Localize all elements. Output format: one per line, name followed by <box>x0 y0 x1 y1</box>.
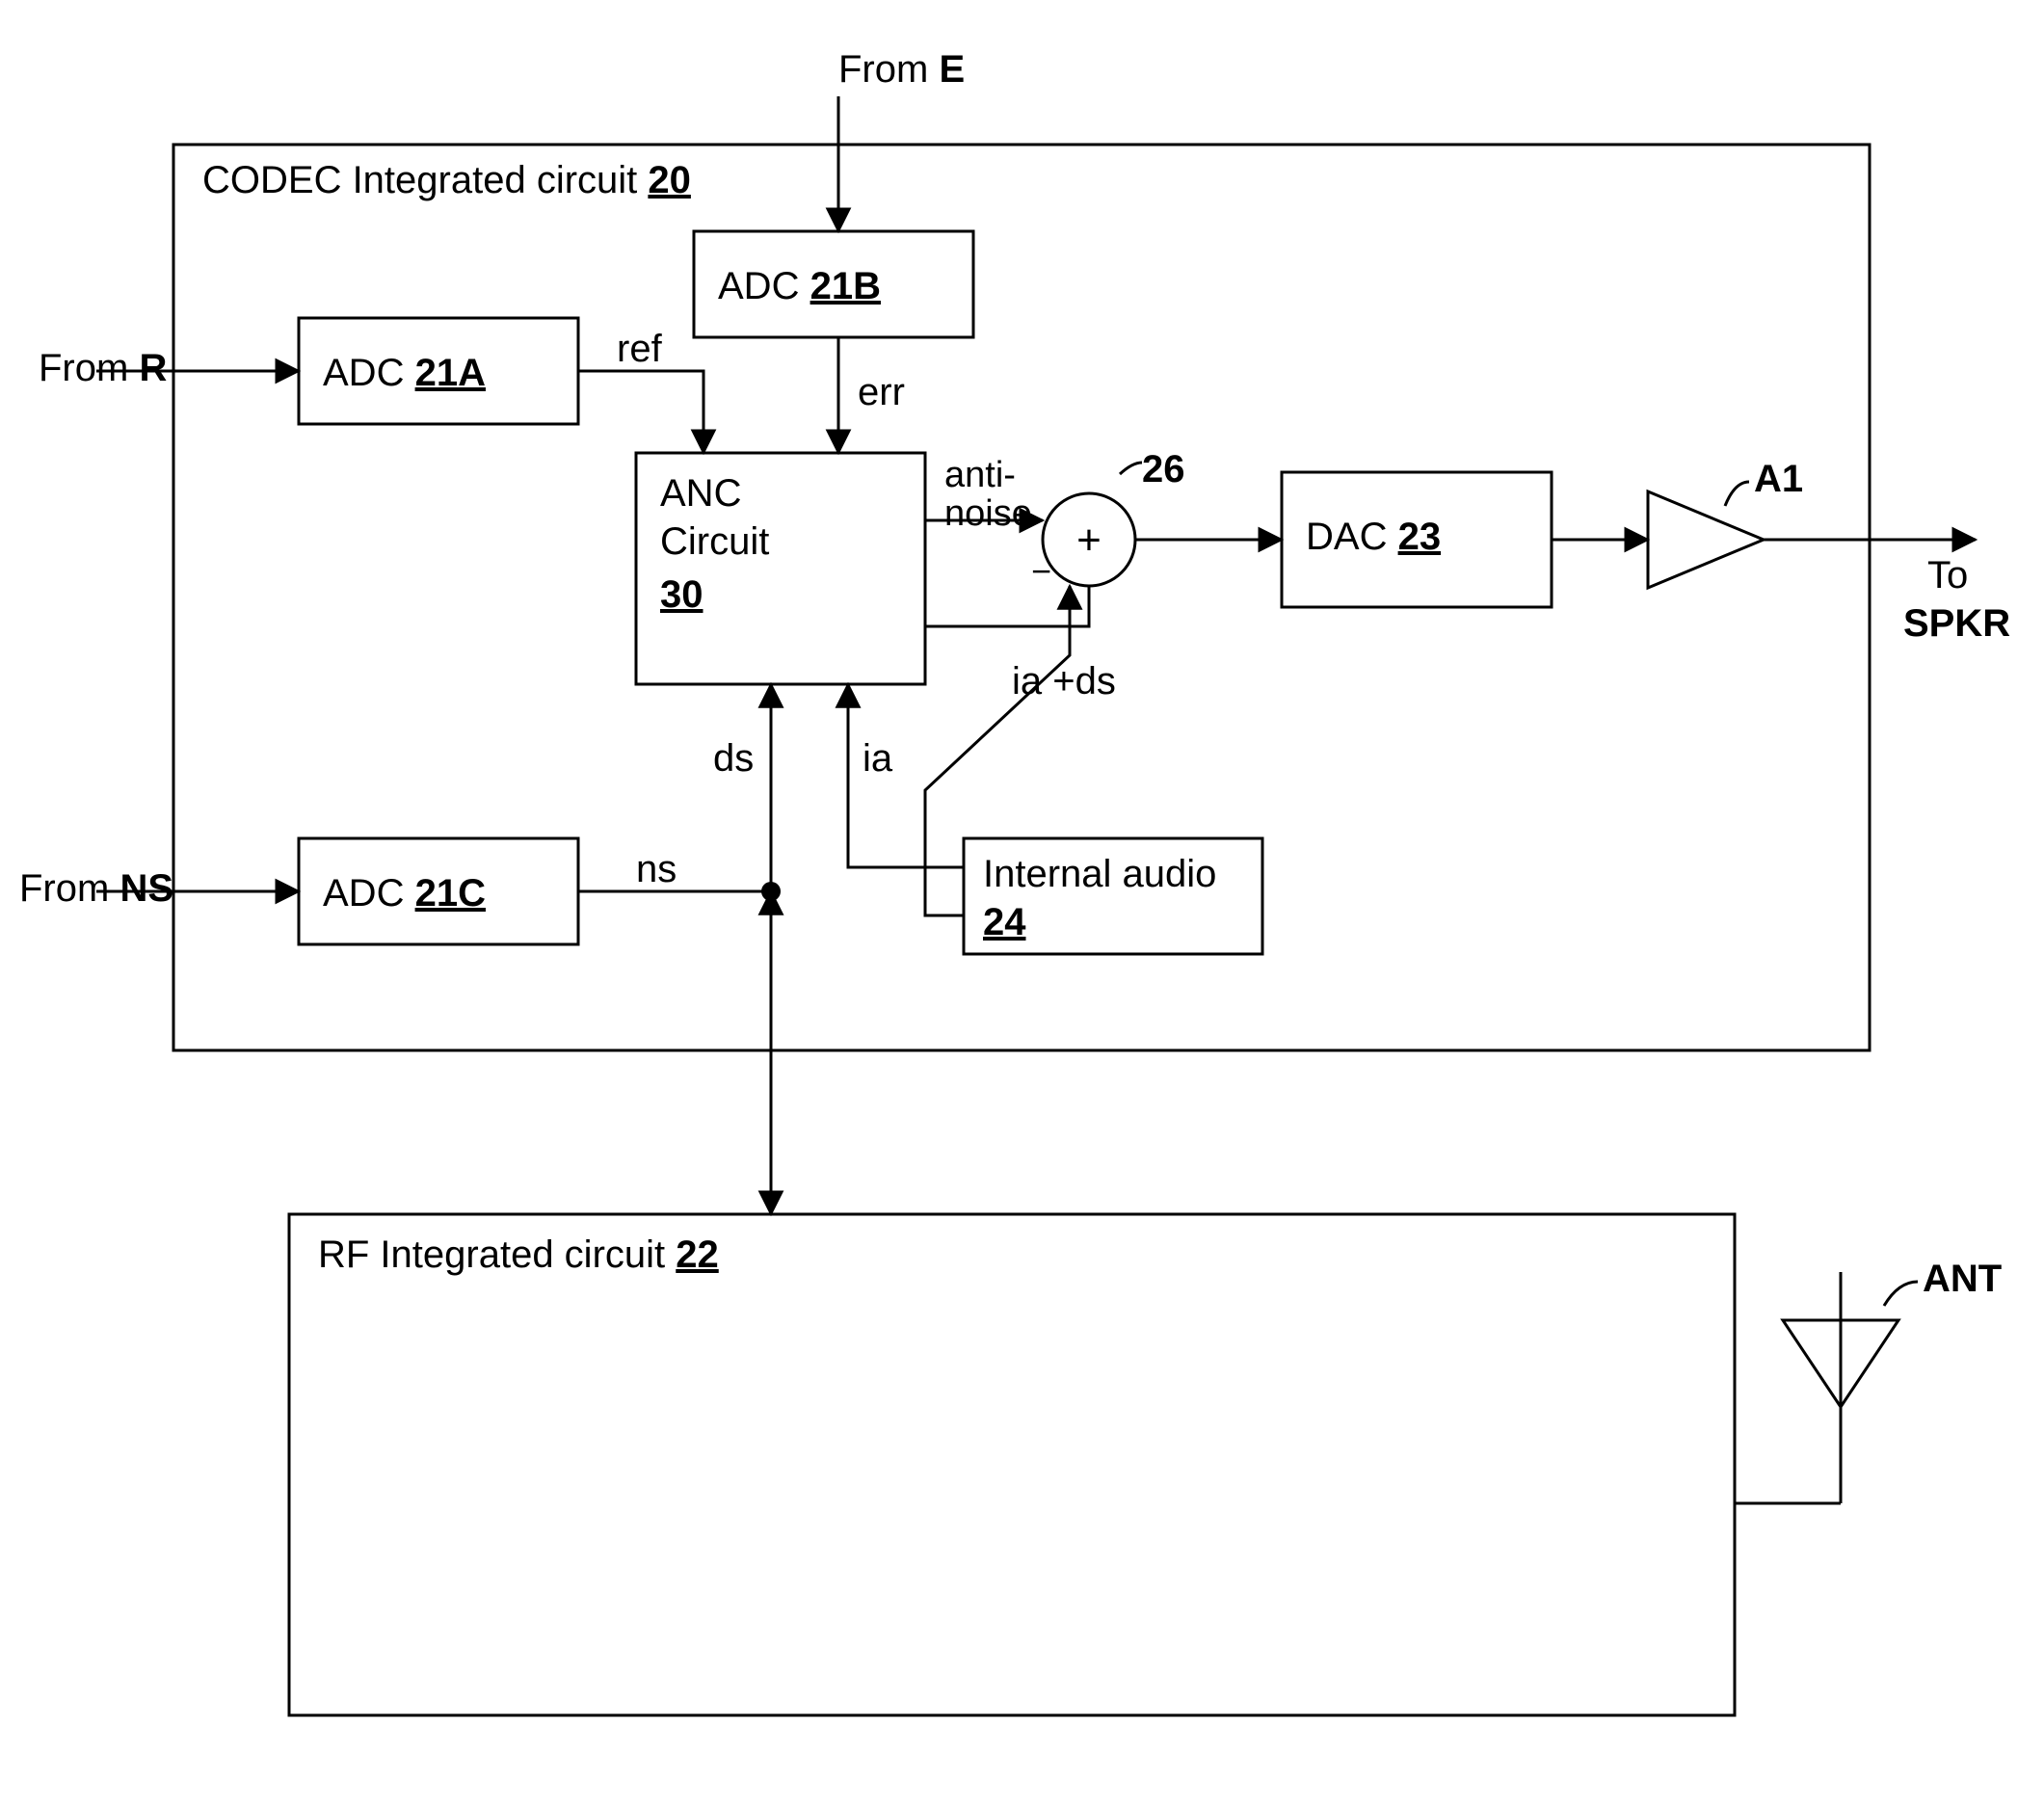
anti-noise-l2: noise <box>944 493 1032 534</box>
from-e-label: From E <box>838 48 965 91</box>
internal-audio-num: 24 <box>983 901 1026 943</box>
summer-ref-26: 26 <box>1142 448 1185 491</box>
ant-label: ANT <box>1923 1258 2002 1300</box>
internal-audio-label: Internal audio <box>983 853 1216 895</box>
rf-title: RF Integrated circuit 22 <box>318 1233 719 1276</box>
ia-ds-label: ia +ds <box>1012 660 1116 703</box>
adc-21b-label: ADC 21B <box>718 265 881 307</box>
ds-label: ds <box>713 737 754 780</box>
anc-label-2: Circuit <box>660 520 769 563</box>
from-r-label: From R <box>39 347 167 389</box>
spkr-label: SPKR <box>1903 602 2010 645</box>
err-label: err <box>858 371 905 413</box>
ref-label: ref <box>617 328 663 370</box>
dac-label: DAC 23 <box>1306 516 1441 558</box>
anc-label-1: ANC <box>660 472 741 515</box>
from-ns-label: From NS <box>19 867 173 910</box>
anc-num: 30 <box>660 573 703 616</box>
rf-container <box>289 1214 1735 1715</box>
amp-a1-label: A1 <box>1754 458 1803 500</box>
ant-leader <box>1884 1282 1918 1306</box>
summer-plus: + <box>1076 517 1102 564</box>
codec-title: CODEC Integrated circuit 20 <box>202 159 691 201</box>
ns-label: ns <box>636 848 677 890</box>
adc-21c-label: ADC 21C <box>323 872 486 915</box>
ia-label: ia <box>863 737 893 780</box>
to-label: To <box>1927 554 1968 597</box>
adc-21a-label: ADC 21A <box>323 352 486 394</box>
anti-noise-l1: anti- <box>944 455 1016 495</box>
summer-minus: − <box>1031 551 1051 591</box>
